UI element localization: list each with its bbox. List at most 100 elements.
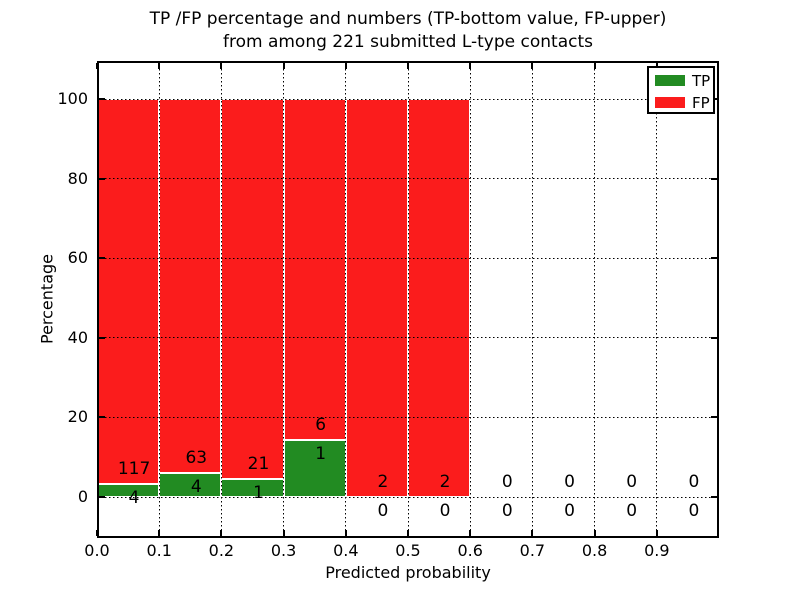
x-tick-label: 0.5 bbox=[395, 541, 421, 560]
chart-title: TP /FP percentage and numbers (TP-bottom… bbox=[97, 8, 719, 54]
vertical-gridline bbox=[594, 61, 596, 538]
tp-count-label: 0 bbox=[626, 501, 638, 521]
y-tick bbox=[711, 336, 717, 339]
y-tick-label: 20 bbox=[67, 407, 88, 427]
tp-count-label: 1 bbox=[315, 444, 327, 465]
x-tick bbox=[593, 63, 596, 69]
horizontal-gridline bbox=[97, 416, 719, 418]
x-tick-label: 0.2 bbox=[208, 541, 235, 560]
tp-count-label: 1 bbox=[253, 482, 264, 503]
fp-count-label: 0 bbox=[564, 472, 575, 492]
legend-label-tp: TP bbox=[692, 72, 711, 90]
fp-count-label: 2 bbox=[377, 472, 389, 492]
y-tick-label: 40 bbox=[67, 327, 88, 347]
plot-area: 117 4 63 4 21 1 6 1 2 0 2 0 0 0 0 0 0 0 0 0 bbox=[96, 61, 719, 538]
fp-bar-segment bbox=[97, 99, 160, 484]
x-tick bbox=[655, 530, 658, 536]
tp-count-label: 0 bbox=[377, 501, 389, 521]
y-tick bbox=[99, 336, 105, 339]
fp-count-label: 0 bbox=[501, 472, 513, 492]
x-tick bbox=[469, 63, 472, 69]
vertical-gridline bbox=[656, 61, 658, 538]
fp-bar-segment bbox=[283, 99, 346, 441]
y-tick bbox=[99, 98, 105, 100]
x-tick bbox=[158, 63, 161, 69]
x-tick bbox=[282, 63, 285, 69]
fp-count-label: 117 bbox=[117, 458, 151, 479]
x-tick-label: 0.4 bbox=[333, 541, 359, 560]
x-tick bbox=[469, 530, 472, 536]
x-tick bbox=[158, 530, 161, 536]
x-tick-label: 0.7 bbox=[519, 541, 546, 560]
tp-count-label: 0 bbox=[564, 501, 575, 521]
y-tick-label: 60 bbox=[67, 248, 88, 268]
fp-count-label: 2 bbox=[439, 472, 451, 492]
x-tick bbox=[407, 530, 409, 536]
fp-count-label: 6 bbox=[315, 415, 327, 436]
legend-swatch-tp bbox=[655, 75, 685, 86]
x-tick bbox=[344, 530, 347, 536]
fp-count-label: 0 bbox=[626, 472, 638, 492]
vertical-gridline bbox=[469, 61, 471, 538]
legend: TP FP bbox=[647, 66, 715, 114]
x-tick bbox=[593, 530, 596, 536]
vertical-gridline bbox=[158, 61, 160, 538]
x-tick bbox=[407, 63, 409, 69]
y-tick bbox=[99, 496, 105, 498]
x-tick bbox=[96, 530, 98, 536]
y-tick bbox=[711, 257, 717, 260]
y-tick-label: 80 bbox=[67, 168, 88, 188]
y-tick bbox=[99, 416, 105, 419]
tp-bar-segment bbox=[283, 440, 346, 497]
x-tick bbox=[344, 63, 347, 69]
x-axis-label: Predicted probability bbox=[325, 563, 491, 582]
y-tick bbox=[711, 416, 717, 419]
x-tick-label: 0.1 bbox=[146, 541, 172, 560]
vertical-gridline bbox=[531, 61, 533, 538]
tp-bar-segment bbox=[221, 478, 284, 497]
tp-count-label: 0 bbox=[439, 501, 451, 521]
x-tick-label: 0.3 bbox=[270, 541, 297, 560]
y-tick-label: 100 bbox=[57, 89, 88, 108]
y-tick bbox=[711, 496, 717, 498]
tp-count-label: 4 bbox=[128, 487, 140, 508]
fp-count-label: 21 bbox=[247, 453, 270, 474]
x-tick bbox=[220, 63, 223, 69]
vertical-gridline bbox=[345, 61, 347, 538]
y-tick-label: 0 bbox=[77, 487, 88, 506]
y-tick bbox=[99, 177, 105, 180]
horizontal-gridline bbox=[97, 257, 719, 259]
legend-label-fp: FP bbox=[692, 94, 710, 112]
tp-count-label: 4 bbox=[190, 477, 202, 498]
chart-title-line2: from among 221 submitted L-type contacts bbox=[222, 32, 593, 52]
fp-count-label: 0 bbox=[688, 472, 700, 492]
x-tick-label: 0.8 bbox=[581, 541, 608, 560]
x-tick-label: 0.9 bbox=[644, 541, 670, 560]
legend-swatch-fp bbox=[655, 97, 685, 108]
vertical-gridline bbox=[407, 61, 409, 538]
fp-count-label: 63 bbox=[185, 448, 208, 469]
x-tick bbox=[282, 530, 285, 536]
y-tick bbox=[711, 177, 717, 180]
tp-count-label: 0 bbox=[501, 501, 513, 521]
x-tick-label: 0.6 bbox=[457, 541, 483, 560]
x-tick bbox=[531, 530, 534, 536]
horizontal-gridline bbox=[97, 178, 719, 180]
x-tick bbox=[96, 63, 98, 69]
vertical-gridline bbox=[283, 61, 285, 538]
chart-title-line1: TP /FP percentage and numbers (TP-bottom… bbox=[149, 9, 667, 29]
fp-bar-segment bbox=[221, 99, 284, 479]
tp-bar-segment bbox=[159, 473, 222, 497]
x-tick-label: 0.0 bbox=[84, 541, 110, 560]
horizontal-gridline bbox=[97, 98, 719, 100]
horizontal-gridline bbox=[97, 337, 719, 339]
fp-bar-segment bbox=[159, 99, 222, 474]
fp-bar-segment bbox=[408, 99, 471, 497]
vertical-gridline bbox=[220, 61, 222, 538]
tp-count-label: 0 bbox=[688, 501, 700, 521]
x-tick bbox=[531, 63, 534, 69]
x-tick bbox=[220, 530, 223, 536]
y-tick bbox=[99, 257, 105, 260]
horizontal-gridline bbox=[97, 496, 719, 498]
